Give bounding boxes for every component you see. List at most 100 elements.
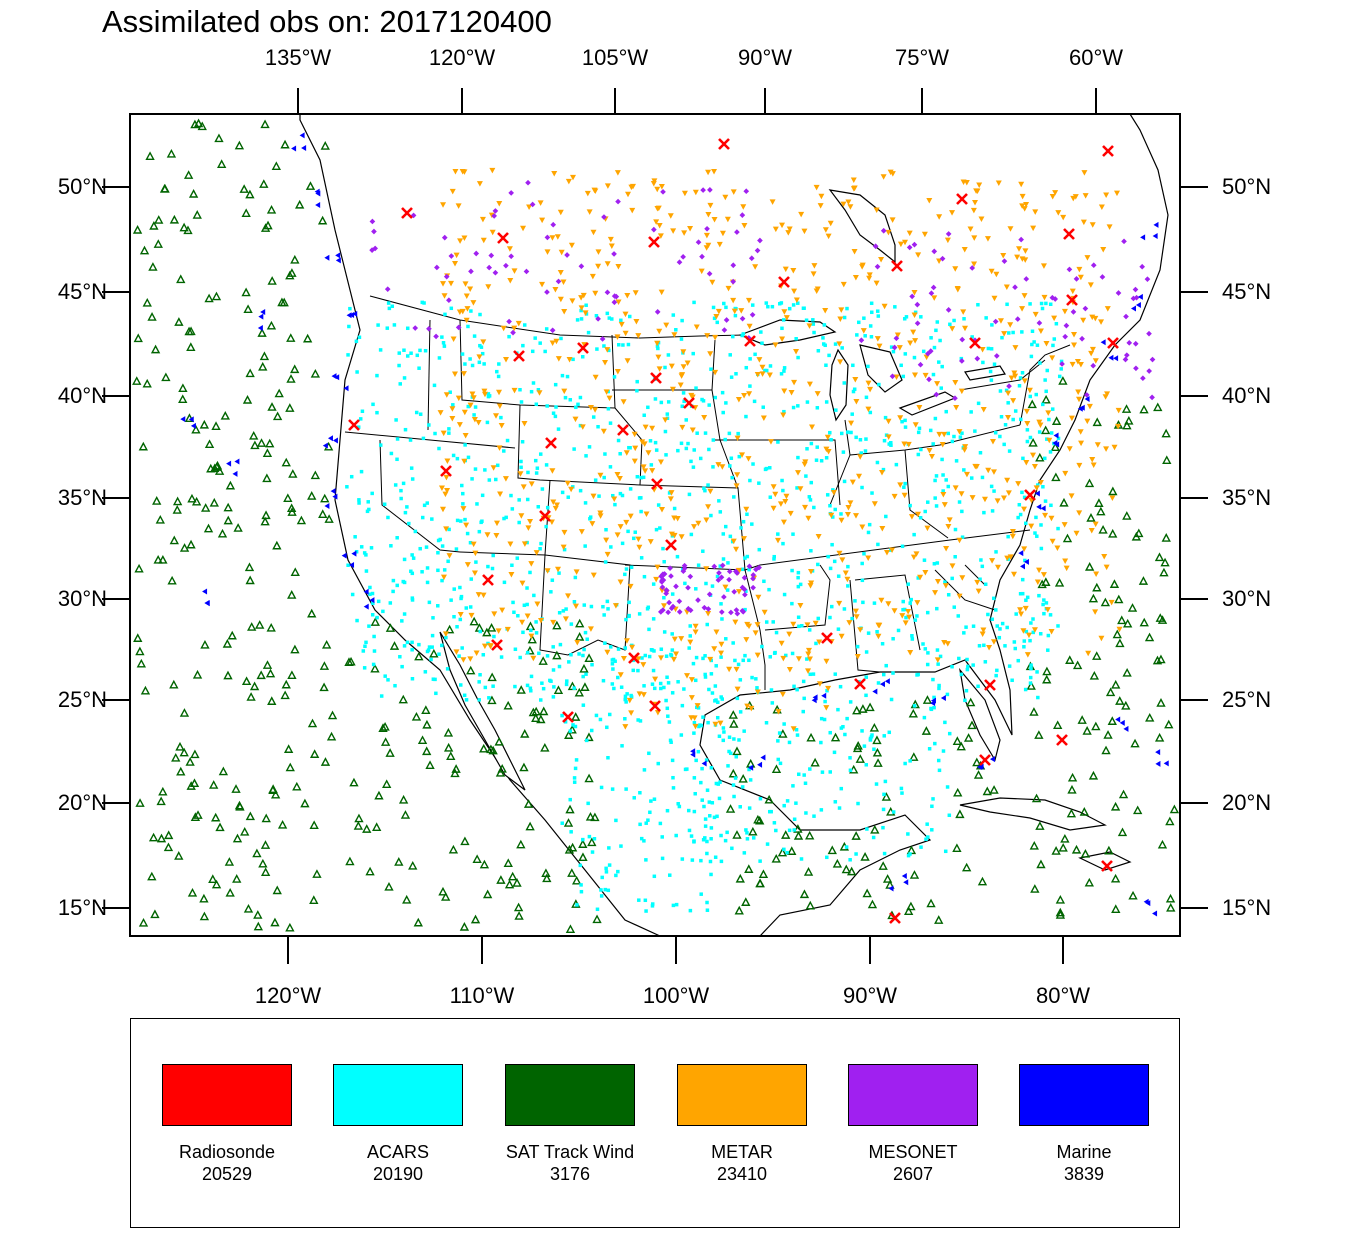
acars-marker <box>742 851 747 855</box>
metar-marker <box>555 356 562 362</box>
mesonet-marker <box>371 228 377 235</box>
sat-track-wind-marker <box>575 618 585 628</box>
acars-marker <box>466 455 471 460</box>
acars-marker <box>473 467 478 471</box>
acars-marker <box>1035 343 1040 347</box>
acars-marker <box>689 834 694 838</box>
metar-marker <box>678 636 685 642</box>
acars-marker <box>918 515 923 520</box>
mesonet-marker <box>455 324 462 331</box>
metar-marker <box>866 272 873 278</box>
acars-marker <box>871 835 876 840</box>
sat-track-wind-marker <box>176 766 186 776</box>
mesonet-marker <box>952 395 958 402</box>
metar-marker <box>653 219 660 225</box>
acars-marker <box>1048 613 1053 617</box>
acars-marker <box>947 813 952 818</box>
acars-marker <box>762 579 766 584</box>
acars-marker <box>704 581 708 586</box>
acars-marker <box>589 604 594 609</box>
metar-marker <box>734 435 741 442</box>
sat-track-wind-marker <box>320 493 330 503</box>
mesonet-marker <box>930 284 937 291</box>
acars-marker <box>1028 435 1033 440</box>
acars-marker <box>402 557 407 562</box>
sat-track-wind-marker <box>353 821 364 830</box>
sat-track-wind-marker <box>259 351 270 361</box>
acars-marker <box>663 429 668 434</box>
acars-marker <box>903 425 908 429</box>
acars-marker <box>483 468 487 472</box>
acars-marker <box>989 484 994 489</box>
sat-track-wind-marker <box>319 682 329 692</box>
acars-marker <box>606 407 611 411</box>
sat-track-wind-marker <box>211 291 222 301</box>
acars-marker <box>794 337 798 341</box>
metar-marker <box>970 207 977 214</box>
acars-marker <box>499 415 503 420</box>
sat-track-wind-marker <box>260 223 271 232</box>
marine-marker <box>1115 716 1121 723</box>
acars-marker <box>692 448 696 452</box>
metar-marker <box>806 323 813 329</box>
sat-track-wind-marker <box>184 326 194 336</box>
sat-track-wind-marker <box>398 694 408 704</box>
sat-track-wind-marker <box>265 668 276 678</box>
metar-marker <box>971 235 978 241</box>
acars-marker <box>362 551 367 555</box>
metar-marker <box>814 391 821 397</box>
sat-track-wind-marker <box>253 910 263 919</box>
metar-marker <box>907 340 914 347</box>
acars-marker <box>562 547 567 552</box>
metar-marker <box>885 434 892 440</box>
acars-marker <box>599 894 604 898</box>
acars-marker <box>856 801 860 806</box>
acars-marker <box>355 370 359 374</box>
acars-marker <box>995 624 1000 628</box>
sat-track-wind-marker <box>531 713 541 723</box>
acars-marker <box>574 405 578 410</box>
acars-marker <box>470 477 474 481</box>
metar-marker <box>460 657 467 663</box>
acars-marker <box>772 554 776 559</box>
acars-marker <box>612 686 616 691</box>
metar-marker <box>990 639 997 645</box>
acars-marker <box>804 474 808 478</box>
sat-track-wind-marker <box>934 915 944 924</box>
metar-marker <box>815 534 822 540</box>
acars-marker <box>1054 321 1059 326</box>
acars-marker <box>639 509 643 514</box>
acars-marker <box>654 448 659 452</box>
acars-marker <box>778 301 782 306</box>
metar-marker <box>726 666 733 673</box>
metar-marker <box>1106 224 1113 230</box>
acars-marker <box>367 507 371 512</box>
metar-marker <box>635 536 642 543</box>
acars-marker <box>357 335 362 340</box>
acars-marker <box>513 647 518 652</box>
acars-marker <box>822 717 827 722</box>
legend-label: SAT Track Wind <box>505 1142 635 1162</box>
sat-track-wind-marker <box>171 752 181 762</box>
acars-marker <box>915 614 919 618</box>
metar-marker <box>974 579 981 586</box>
acars-marker <box>861 600 865 605</box>
left-lat-label: 25°N <box>57 687 107 712</box>
acars-marker <box>350 592 355 597</box>
metar-marker <box>985 467 992 474</box>
acars-marker <box>684 446 689 451</box>
sat-track-wind-marker <box>967 720 977 730</box>
acars-marker <box>894 462 899 467</box>
acars-marker <box>866 364 870 369</box>
marine-marker <box>202 588 208 595</box>
acars-marker <box>870 733 874 737</box>
acars-marker <box>410 648 414 652</box>
acars-marker <box>792 817 797 822</box>
acars-marker <box>1050 407 1055 411</box>
metar-marker <box>1004 477 1011 484</box>
acars-marker <box>842 479 847 484</box>
acars-marker <box>660 835 664 839</box>
acars-marker <box>926 835 930 839</box>
acars-marker <box>639 836 644 841</box>
metar-marker <box>661 603 668 609</box>
